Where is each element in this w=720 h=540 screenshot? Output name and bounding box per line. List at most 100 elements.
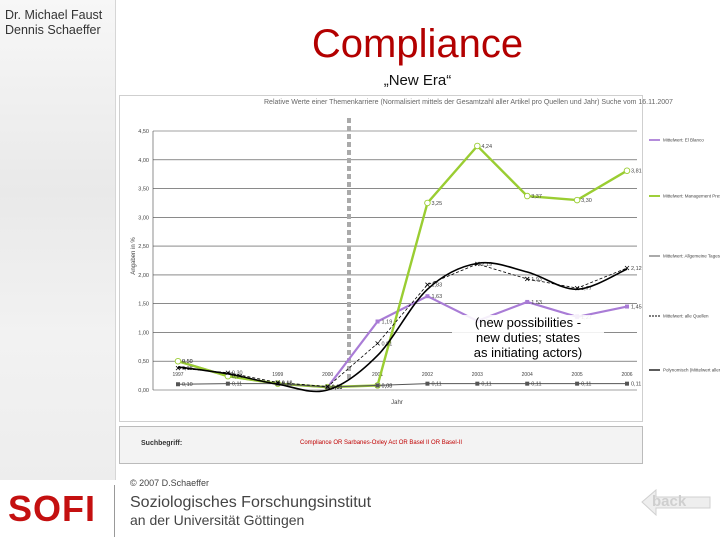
logo-divider	[114, 485, 115, 537]
chart-title: Relative Werte einer Themenkarriere (Nor…	[264, 99, 673, 106]
y-tick-label: 2,00	[138, 273, 149, 279]
data-label: 3,81	[631, 169, 642, 175]
x-axis-label: Jahr	[391, 400, 403, 406]
chart-container	[119, 95, 643, 422]
x-tick-label: 1997	[172, 372, 183, 378]
data-point	[375, 341, 380, 346]
data-label: 0,11	[232, 382, 242, 388]
back-button[interactable]: back	[640, 488, 712, 518]
sofi-logo: SOFI	[8, 488, 97, 529]
slide-subtitle: „New Era“	[383, 72, 452, 89]
series-line-4	[177, 261, 628, 393]
data-label: 0,24	[232, 374, 243, 380]
data-label: 0,06	[332, 385, 343, 391]
data-point	[424, 199, 431, 207]
data-label: 1,45	[631, 305, 642, 311]
legend-entry: Mittelwert: alle Quellen	[663, 314, 709, 319]
data-point	[524, 276, 530, 282]
data-label: 1,19	[382, 320, 393, 326]
back-label: back	[652, 493, 687, 510]
legend-entry: Mittelwert: El Blanco	[663, 138, 704, 143]
data-label: 0,30	[232, 371, 243, 377]
data-label: 1,53	[531, 300, 542, 306]
data-point	[575, 381, 580, 386]
chart-grid	[152, 130, 637, 391]
data-point	[623, 167, 631, 174]
data-point	[375, 319, 380, 324]
data-point	[375, 383, 380, 388]
data-point	[625, 304, 629, 309]
chart-series: 0,500,240,110,051,191,631,201,531,271,45…	[174, 142, 642, 393]
annotation-callout: (new possibilities - new duties; states …	[452, 315, 604, 360]
x-tick-label: 2001	[372, 372, 383, 378]
author-name-2: Dennis Schaeffer	[5, 23, 101, 37]
legend-entry: Mittelwert: Management Presse	[663, 194, 720, 199]
data-label: 0,08	[382, 383, 393, 389]
data-label: 1,77	[581, 286, 592, 292]
y-tick-label: 4,50	[138, 129, 149, 135]
institute-name: Soziologisches Forschungsinstitut	[130, 494, 372, 511]
search-label: Suchbegriff:	[141, 440, 183, 447]
legend-entry: Mittelwert: Allgemeine Tages- und Wochen…	[663, 254, 720, 259]
search-term-box	[119, 426, 643, 464]
x-tick-label: 2002	[422, 372, 433, 378]
annotation-line-3: as initiating actors)	[473, 345, 583, 360]
data-label: 0,11	[431, 382, 441, 388]
data-label: 1,63	[431, 294, 442, 300]
y-axis-ticks: 0,00 0,50 1,00 1,50 2,00 2,50 3,00 3,50 4,00 4,50	[138, 129, 149, 394]
x-tick-label: 1999	[272, 372, 283, 378]
institute-university: an der Universität Göttingen	[130, 512, 305, 528]
data-label: 2,12	[631, 266, 642, 272]
data-label: 3,25	[431, 201, 442, 207]
y-tick-label: 4,00	[138, 158, 149, 164]
data-point	[425, 381, 430, 386]
data-point	[625, 381, 629, 386]
data-point	[325, 384, 330, 389]
data-point	[525, 381, 530, 386]
chart-legend: Mittelwert: El Blanco Mittelwert: Managem…	[649, 138, 720, 373]
data-label: 0,11	[282, 382, 292, 388]
data-point	[474, 142, 481, 150]
series-line-2	[177, 383, 627, 388]
data-point	[174, 357, 182, 365]
data-label: 1,93	[531, 277, 542, 283]
author-name-1: Dr. Michael Faust	[5, 8, 103, 22]
series-line-3	[177, 263, 628, 387]
y-tick-label: 3,50	[138, 187, 149, 193]
data-label: 0,38	[182, 366, 193, 372]
x-tick-label: 2000	[322, 372, 333, 378]
data-point	[225, 381, 230, 386]
annotation-line-1: (new possibilities -	[474, 315, 582, 330]
x-tick-label: 2006	[621, 372, 632, 378]
data-label: 0,11	[631, 382, 641, 388]
x-tick-label: 2004	[522, 372, 533, 378]
data-label: 0,50	[182, 359, 193, 365]
data-point	[523, 192, 531, 200]
data-point	[325, 385, 330, 390]
y-tick-label: 0,50	[138, 359, 149, 365]
data-label: 3,30	[581, 198, 592, 204]
y-axis-label: Angaben in %	[131, 237, 137, 275]
y-tick-label: 3,00	[138, 215, 149, 221]
data-label: 3,37	[531, 194, 542, 200]
copyright: © 2007 D.Schaeffer	[130, 478, 210, 488]
data-point	[425, 294, 430, 299]
y-tick-label: 2,50	[138, 244, 149, 250]
data-label: 0,08	[382, 383, 393, 389]
data-point	[176, 382, 180, 387]
data-label: 0,05	[332, 385, 343, 391]
x-tick-label: 2003	[472, 372, 483, 378]
y-tick-label: 0,00	[138, 388, 149, 394]
legend-entry: Polynomisch (Mittelwert aller Quellen)	[663, 368, 720, 373]
back-arrow-icon	[641, 488, 711, 517]
data-label: 0,10	[182, 382, 193, 388]
x-tick-label: 2005	[572, 372, 583, 378]
search-term: Compliance OR Sarbanes-Oxley Act OR Base…	[300, 440, 463, 446]
data-label: 0,05	[332, 385, 343, 391]
y-tick-label: 1,00	[138, 330, 149, 336]
data-label: 2,19	[481, 262, 492, 268]
data-label: 4,24	[481, 144, 492, 150]
y-tick-label: 1,50	[138, 302, 149, 308]
data-label: 1,83	[431, 283, 442, 289]
